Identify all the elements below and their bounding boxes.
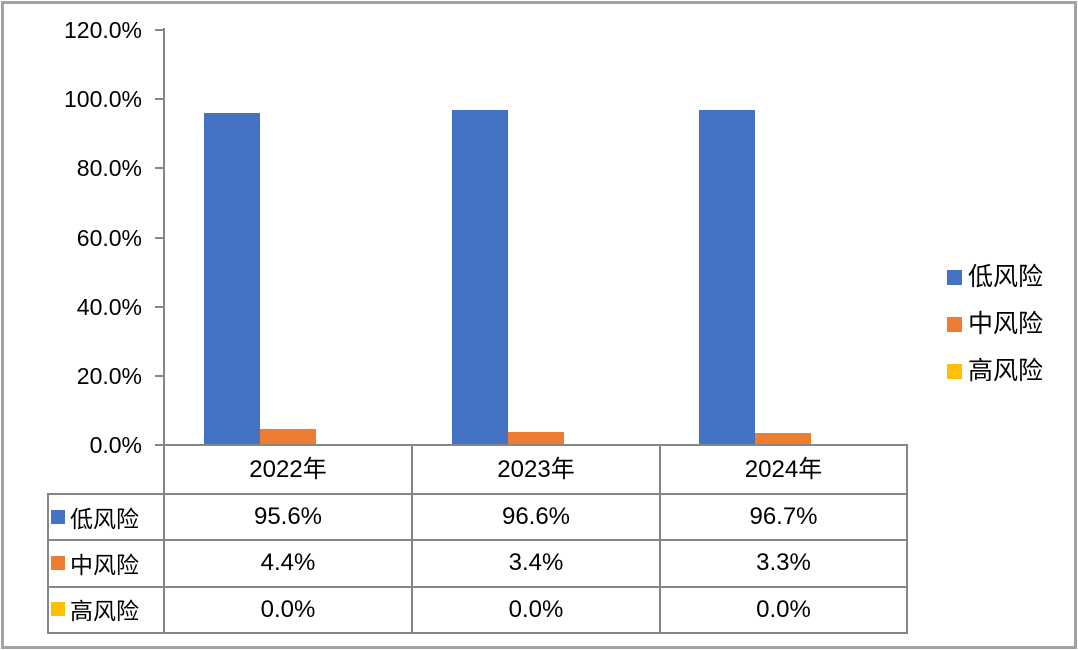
bar-low-risk-2023 xyxy=(452,110,508,444)
table-value-low-2022: 95.6% xyxy=(253,503,323,530)
legend-item-high-risk: 高风险 xyxy=(947,358,1043,384)
legend-item-low-risk: 低风险 xyxy=(947,264,1043,290)
table-value-high-2023: 0.0% xyxy=(508,596,564,623)
legend-label: 高风险 xyxy=(968,357,1044,385)
low-risk-swatch-icon xyxy=(947,269,962,285)
y-axis-tick-label: 80.0% xyxy=(76,155,142,181)
y-axis-tick xyxy=(155,444,164,446)
table-line xyxy=(47,539,908,541)
table-row-label-text: 低风险 xyxy=(70,506,139,532)
high-risk-swatch-icon xyxy=(51,602,65,616)
table-row-label-low-risk: 低风险 xyxy=(51,500,163,534)
table-header-2024: 2024年 xyxy=(744,456,823,483)
bar-medium-risk-2022 xyxy=(260,429,316,444)
medium-risk-swatch-icon xyxy=(51,556,65,570)
y-axis-tick-label: 120.0% xyxy=(63,17,142,43)
y-axis-tick xyxy=(155,29,164,31)
y-axis-tick-label: 60.0% xyxy=(76,225,142,251)
legend-label: 中风险 xyxy=(968,310,1044,338)
table-row-label-text: 高风险 xyxy=(70,598,139,624)
table-line xyxy=(411,444,413,634)
table-value-high-2022: 0.0% xyxy=(260,596,316,623)
table-value-high-2024: 0.0% xyxy=(756,596,811,623)
legend-item-medium-risk: 中风险 xyxy=(947,311,1043,337)
chart-legend: 低风险 中风险 高风险 xyxy=(947,264,1043,405)
y-axis-tick xyxy=(155,375,164,377)
y-axis-line xyxy=(163,28,165,634)
y-axis-tick xyxy=(155,98,164,100)
y-axis-tick xyxy=(155,167,164,169)
medium-risk-swatch-icon xyxy=(947,316,962,332)
table-value-medium-2022: 4.4% xyxy=(260,549,316,576)
table-line xyxy=(47,586,908,588)
low-risk-swatch-icon xyxy=(51,510,65,524)
y-axis-tick-label: 0.0% xyxy=(89,432,142,458)
y-axis-tick-label: 100.0% xyxy=(63,86,142,112)
table-value-low-2023: 96.6% xyxy=(501,503,571,530)
x-axis-line xyxy=(163,444,908,446)
table-line xyxy=(47,493,908,495)
table-row-label-text: 中风险 xyxy=(70,552,139,578)
table-line xyxy=(906,444,908,634)
table-header-2022: 2022年 xyxy=(249,456,327,483)
y-axis-tick xyxy=(155,237,164,239)
y-axis-tick xyxy=(155,306,164,308)
bar-medium-risk-2024 xyxy=(755,433,811,444)
table-header-2023: 2023年 xyxy=(497,456,575,483)
table-line xyxy=(47,493,49,634)
table-line xyxy=(659,444,661,634)
legend-label: 低风险 xyxy=(968,263,1044,291)
table-line xyxy=(47,632,908,634)
table-row-label-medium-risk: 中风险 xyxy=(51,546,163,580)
y-axis-tick-label: 40.0% xyxy=(76,294,142,320)
table-value-medium-2024: 3.3% xyxy=(756,549,811,576)
high-risk-swatch-icon xyxy=(947,363,962,379)
y-axis-tick-label: 20.0% xyxy=(76,363,142,389)
table-value-low-2024: 96.7% xyxy=(749,503,818,530)
table-row-label-high-risk: 高风险 xyxy=(51,592,163,626)
bar-low-risk-2024 xyxy=(699,110,755,444)
table-value-medium-2023: 3.4% xyxy=(508,549,564,576)
bar-low-risk-2022 xyxy=(204,113,260,444)
bar-medium-risk-2023 xyxy=(508,432,564,444)
